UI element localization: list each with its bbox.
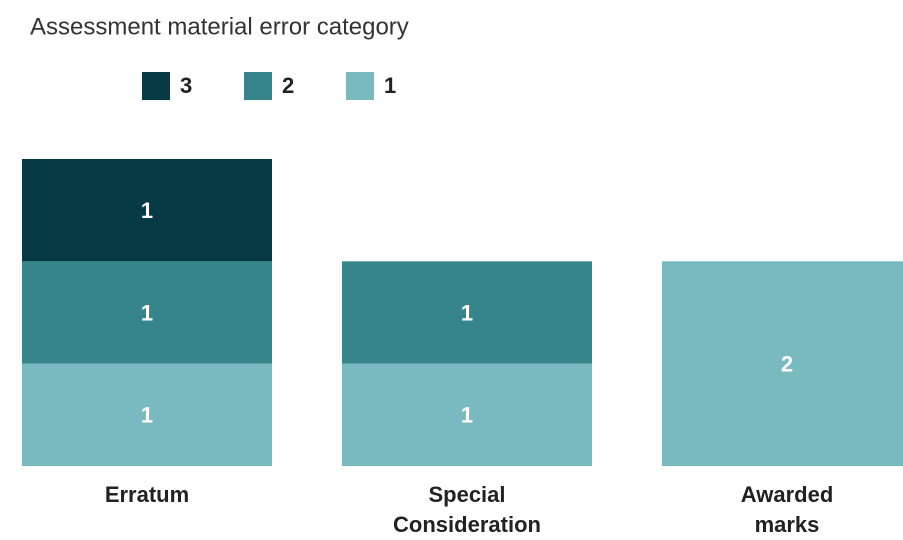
bar-segment bbox=[342, 261, 592, 364]
legend-swatch bbox=[142, 72, 170, 100]
bar-segment bbox=[342, 363, 592, 466]
data-label: 1 bbox=[461, 300, 473, 325]
data-label: 1 bbox=[141, 403, 153, 428]
data-label: 1 bbox=[141, 300, 153, 325]
data-label: 2 bbox=[781, 351, 793, 376]
legend-swatch bbox=[346, 72, 374, 100]
x-tick-label: Erratum bbox=[104, 482, 190, 507]
data-label: 1 bbox=[141, 198, 153, 223]
x-tick-label: Awarded marks bbox=[740, 482, 834, 537]
legend-label: 3 bbox=[180, 73, 192, 98]
legend-label: 2 bbox=[282, 73, 294, 98]
chart-title: Assessment material error category bbox=[30, 13, 409, 40]
bar-segment bbox=[662, 261, 903, 466]
data-label: 1 bbox=[461, 403, 473, 428]
bar-segment bbox=[22, 363, 272, 466]
legend-swatch bbox=[244, 72, 272, 100]
bar-segment bbox=[22, 261, 272, 364]
x-tick-label: Special Consideration bbox=[393, 482, 541, 537]
bar-segment bbox=[22, 159, 272, 262]
legend-label: 1 bbox=[384, 73, 396, 98]
